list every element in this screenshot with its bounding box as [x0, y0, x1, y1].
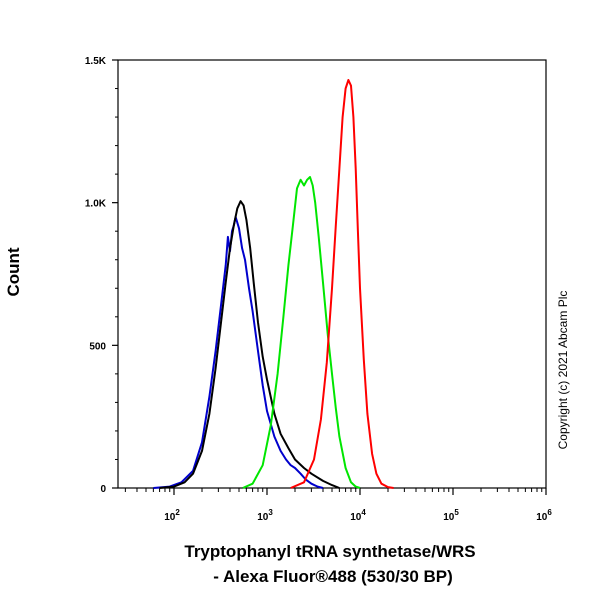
y-tick-label: 1.0K [85, 199, 107, 210]
y-tick-label: 500 [89, 341, 106, 352]
x-tick-label: 106 [536, 508, 552, 523]
y-axis: 0 500 1.0K 1.5K [85, 56, 118, 495]
y-axis-label: Count [4, 247, 23, 296]
series-group [153, 79, 394, 489]
series-line-2 [242, 176, 361, 489]
x-axis-label-line1: Tryptophanyl tRNA synthetase/WRS [184, 542, 475, 561]
copyright-text: Copyright (c) 2021 Abcam Plc [556, 291, 570, 450]
x-tick-label: 105 [443, 508, 459, 523]
x-tick-label: 103 [257, 508, 273, 523]
x-tick-label: 102 [164, 508, 180, 523]
x-axis-label-line2: - Alexa Fluor®488 (530/30 BP) [213, 567, 453, 586]
series-line-0 [153, 215, 324, 489]
x-axis: 102 103 104 105 106 [124, 488, 552, 523]
series-line-1 [159, 200, 340, 489]
y-tick-label: 1.5K [85, 56, 107, 67]
y-tick-label: 0 [100, 484, 106, 495]
x-tick-label: 104 [350, 508, 366, 523]
series-line-3 [290, 79, 394, 489]
